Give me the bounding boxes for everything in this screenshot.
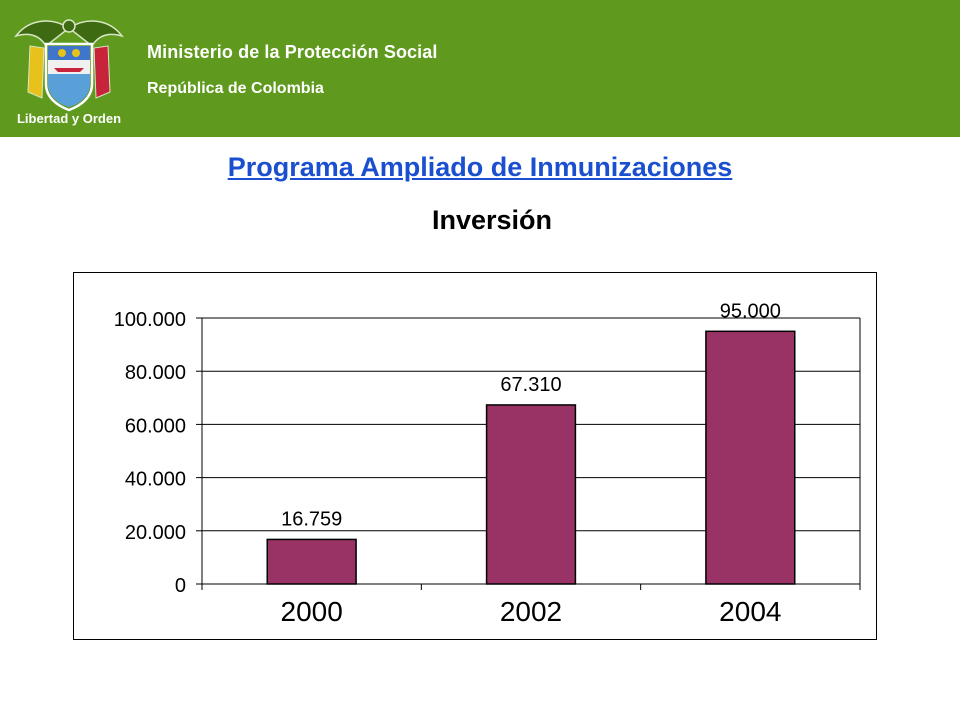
logo-motto: Libertad y Orden <box>17 111 121 126</box>
header-banner: Libertad y Orden Ministerio de la Protec… <box>0 0 960 137</box>
data-label: 95.000 <box>720 300 781 322</box>
y-tick-label: 100.000 <box>114 309 186 331</box>
page-title-link[interactable]: Programa Ampliado de Inmunizaciones <box>227 152 733 182</box>
y-tick-label: 0 <box>175 575 186 597</box>
y-tick-label: 20.000 <box>125 522 186 544</box>
chart-frame: 0 20.000 40.000 60.000 80.000 100.000 16.759 20… <box>73 272 877 640</box>
republic-name: República de Colombia <box>147 80 324 97</box>
x-tick-label: 2004 <box>719 596 781 627</box>
data-label: 67.310 <box>500 374 561 396</box>
bar-chart: 0 20.000 40.000 60.000 80.000 100.000 16.759 20… <box>114 300 861 627</box>
x-tick-label: 2000 <box>281 596 343 627</box>
y-tick-label: 80.000 <box>125 362 186 384</box>
y-tick-label: 60.000 <box>125 415 186 437</box>
page-title-container: Programa Ampliado de Inmunizaciones <box>0 152 960 183</box>
ministry-name: Ministerio de la Protección Social <box>147 42 438 62</box>
x-tick-label: 2002 <box>500 596 562 627</box>
coat-of-arms-logo: Libertad y Orden <box>14 19 124 126</box>
bar <box>705 330 796 585</box>
y-tick-label: 40.000 <box>125 469 186 491</box>
data-label: 16.759 <box>281 508 342 530</box>
bar <box>266 538 357 585</box>
chart-subtitle: Inversión <box>431 205 553 235</box>
bar <box>485 404 577 585</box>
